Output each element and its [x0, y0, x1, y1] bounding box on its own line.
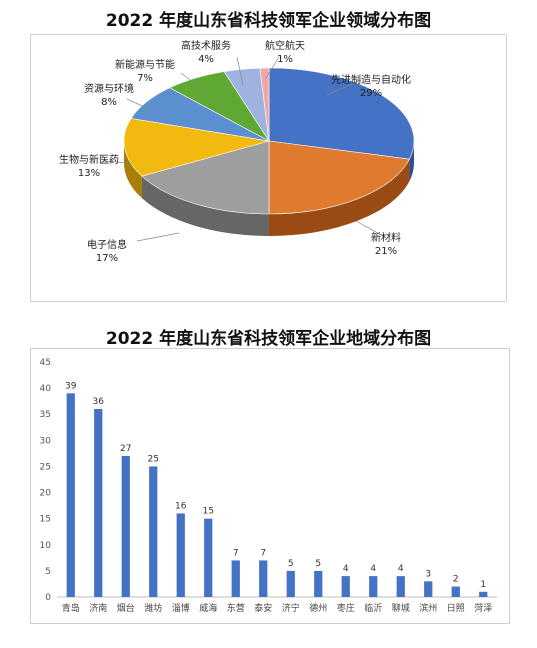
bar-value-label-12: 4: [370, 564, 376, 574]
pie-slice-1: [268, 67, 415, 160]
bar-value-label-2: 36: [93, 397, 105, 407]
pie-percent-5: 8%: [101, 97, 117, 108]
bar-value-label-5: 16: [175, 501, 187, 511]
y-tick-label-7: 35: [40, 410, 51, 420]
pie-percent-1: 29%: [360, 88, 382, 99]
y-tick-label-3: 15: [40, 515, 51, 525]
pie-leader-line-5: [126, 98, 154, 112]
bar-value-label-11: 4: [343, 564, 349, 574]
y-tick-label-0: 0: [45, 593, 51, 603]
pie-slice-8: [259, 67, 270, 142]
pie-slice-2-side: [269, 159, 410, 236]
y-tick-label-2: 10: [40, 541, 52, 551]
bar-value-label-16: 1: [480, 580, 486, 590]
bar-14: [424, 581, 433, 597]
x-tick-label-3: 烟台: [117, 602, 135, 614]
pie-leader-line-6: [180, 72, 208, 94]
y-tick-label-4: 20: [40, 489, 52, 499]
x-tick-label-15: 日照: [447, 603, 465, 614]
y-tick-label-9: 45: [40, 358, 51, 368]
x-tick-label-13: 聊城: [392, 602, 410, 614]
x-tick-label-1: 青岛: [62, 602, 80, 614]
x-tick-label-11: 枣庄: [337, 602, 355, 614]
pie-leader-line-3: [136, 232, 180, 242]
x-tick-label-10: 德州: [309, 602, 327, 614]
y-tick-label-5: 25: [40, 462, 51, 472]
pie-label-2: 新材料: [371, 231, 401, 244]
pie-label-7: 高技术服务: [181, 39, 231, 52]
bar-13: [396, 576, 405, 597]
x-tick-label-14: 滨州: [419, 602, 437, 614]
pie-label-4: 生物与新医药: [59, 153, 119, 166]
bar-value-label-8: 7: [260, 548, 266, 558]
bar-7: [231, 560, 240, 597]
x-tick-label-4: 潍坊: [144, 602, 162, 614]
pie-percent-2: 21%: [375, 246, 397, 257]
pie-leader-line-2: [355, 220, 384, 237]
pie-slice-4: [123, 118, 270, 177]
x-tick-label-16: 菏泽: [474, 603, 492, 614]
y-tick-label-8: 40: [40, 384, 52, 394]
bar-chart: 05101520253035404539青岛36济南27烟台25潍坊16淄博15…: [40, 358, 497, 614]
bar-4: [149, 466, 158, 597]
pie-percent-3: 17%: [96, 253, 118, 264]
pie-leader-line-4: [102, 160, 132, 164]
bar-value-label-3: 27: [120, 444, 131, 454]
pie-chart: 先进制造与自动化 29% 新材料 21% 电子信息 17% 生物与新医药 13% 资源与环境 8%…: [59, 39, 415, 264]
pie-slice-3-side: [141, 176, 269, 236]
pie-leader-line-1: [326, 79, 362, 96]
bar-value-label-14: 3: [425, 569, 431, 579]
x-tick-label-6: 威海: [199, 602, 217, 614]
pie-percent-4: 13%: [78, 168, 100, 179]
pie-label-6: 新能源与节能: [115, 58, 175, 71]
bar-value-label-13: 4: [398, 564, 404, 574]
pie-label-1: 先进制造与自动化: [331, 73, 411, 86]
x-tick-label-2: 济南: [89, 602, 107, 614]
y-tick-label-6: 30: [40, 436, 52, 446]
bar-value-label-15: 2: [453, 575, 459, 585]
bar-11: [341, 576, 350, 597]
bar-1: [66, 393, 75, 597]
bar-value-label-10: 5: [315, 559, 321, 569]
bar-value-label-6: 15: [203, 507, 214, 517]
bar-chart-frame: 0 5 10 15 20 25 30 35 40 45 39 青岛 36 济南 27 烟台 25 潍坊 16 淄博 15…: [30, 348, 510, 624]
pie-percent-8: 1%: [277, 54, 293, 65]
bar-15: [451, 586, 460, 597]
pie-percent-6: 7%: [137, 73, 153, 84]
bar-8: [259, 560, 268, 597]
pie-leader-line-7: [236, 56, 244, 86]
bar-2: [94, 409, 103, 597]
bar-16: [479, 591, 488, 597]
pie-leader-line-8: [265, 56, 280, 79]
bar-5: [176, 513, 185, 597]
pie-label-5: 资源与环境: [84, 82, 134, 95]
bar-value-label-9: 5: [288, 559, 294, 569]
pie-label-3: 电子信息: [87, 238, 127, 251]
bar-chart-title: 2022 年度山东省科技领军企业地域分布图: [105, 329, 432, 349]
bar-value-label-7: 7: [233, 548, 239, 558]
x-tick-label-8: 泰安: [254, 602, 272, 614]
pie-label-8: 航空航天: [265, 39, 305, 52]
bar-3: [121, 456, 130, 597]
pie-chart-frame: 先进制造与自动化 29% 新材料 21% 电子信息 17% 生物与新医药 13% 资源与环境 8%…: [30, 34, 507, 302]
x-tick-label-5: 淄博: [172, 602, 190, 614]
x-tick-label-9: 济宁: [282, 602, 300, 614]
pie-chart-title: 2022 年度山东省科技领军企业领域分布图: [105, 11, 432, 31]
x-tick-label-12: 临沂: [364, 602, 382, 614]
pie-slice-4-side: [124, 141, 142, 199]
pie-slice-2: [268, 140, 410, 215]
y-tick-label-1: 5: [45, 567, 51, 577]
pie-percent-7: 4%: [198, 54, 214, 65]
bar-6: [204, 518, 213, 597]
bar-10: [314, 570, 323, 597]
bar-value-label-4: 25: [148, 454, 159, 464]
bar-9: [286, 570, 295, 597]
bar-12: [369, 576, 378, 597]
pie-slice-3: [141, 140, 270, 215]
x-tick-label-7: 东营: [227, 602, 245, 614]
bar-value-label-1: 39: [65, 381, 77, 391]
